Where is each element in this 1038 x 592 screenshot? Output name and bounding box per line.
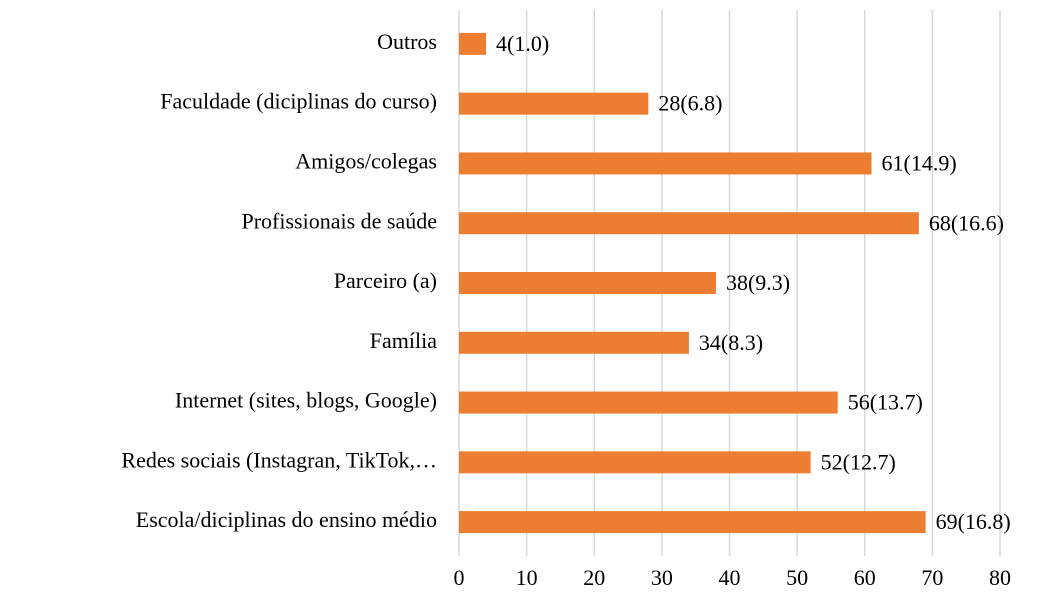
- x-tick-label: 30: [651, 565, 673, 590]
- category-label: Parceiro (a): [334, 268, 437, 293]
- x-tick-label: 40: [719, 565, 741, 590]
- value-label: 69(16.8): [936, 509, 1011, 534]
- x-tick-label: 20: [583, 565, 605, 590]
- category-label: Família: [370, 328, 437, 353]
- x-tick-label: 60: [854, 565, 876, 590]
- bar: [459, 152, 872, 175]
- value-label: 52(12.7): [821, 449, 896, 474]
- bar: [459, 32, 487, 55]
- category-label: Profissionais de saúde: [241, 208, 437, 233]
- x-tick-label: 80: [989, 565, 1011, 590]
- category-label: Redes sociais (Instagran, TikTok,…: [121, 447, 437, 472]
- bar: [459, 331, 689, 354]
- value-label: 68(16.6): [929, 210, 1004, 235]
- bar: [459, 451, 811, 474]
- bar: [459, 391, 838, 414]
- value-label: 28(6.8): [658, 91, 722, 116]
- category-label: Escola/diciplinas do ensino médio: [136, 507, 437, 532]
- category-label: Amigos/colegas: [295, 148, 437, 173]
- x-tick-label: 10: [516, 565, 538, 590]
- x-tick-label: 70: [921, 565, 943, 590]
- value-label: 38(9.3): [726, 270, 790, 295]
- bar: [459, 272, 716, 294]
- bar: [459, 511, 926, 534]
- value-label: 61(14.9): [882, 150, 957, 175]
- value-label: 4(1.0): [496, 31, 549, 56]
- category-label: Faculdade (diciplinas do curso): [160, 89, 437, 114]
- bar: [459, 212, 919, 235]
- value-label: 56(13.7): [848, 390, 923, 415]
- x-tick-label: 50: [786, 565, 808, 590]
- category-label: Internet (sites, blogs, Google): [175, 388, 437, 413]
- bar: [459, 92, 649, 115]
- x-tick-label: 0: [454, 565, 465, 590]
- category-label: Outros: [377, 29, 437, 54]
- value-label: 34(8.3): [699, 330, 763, 355]
